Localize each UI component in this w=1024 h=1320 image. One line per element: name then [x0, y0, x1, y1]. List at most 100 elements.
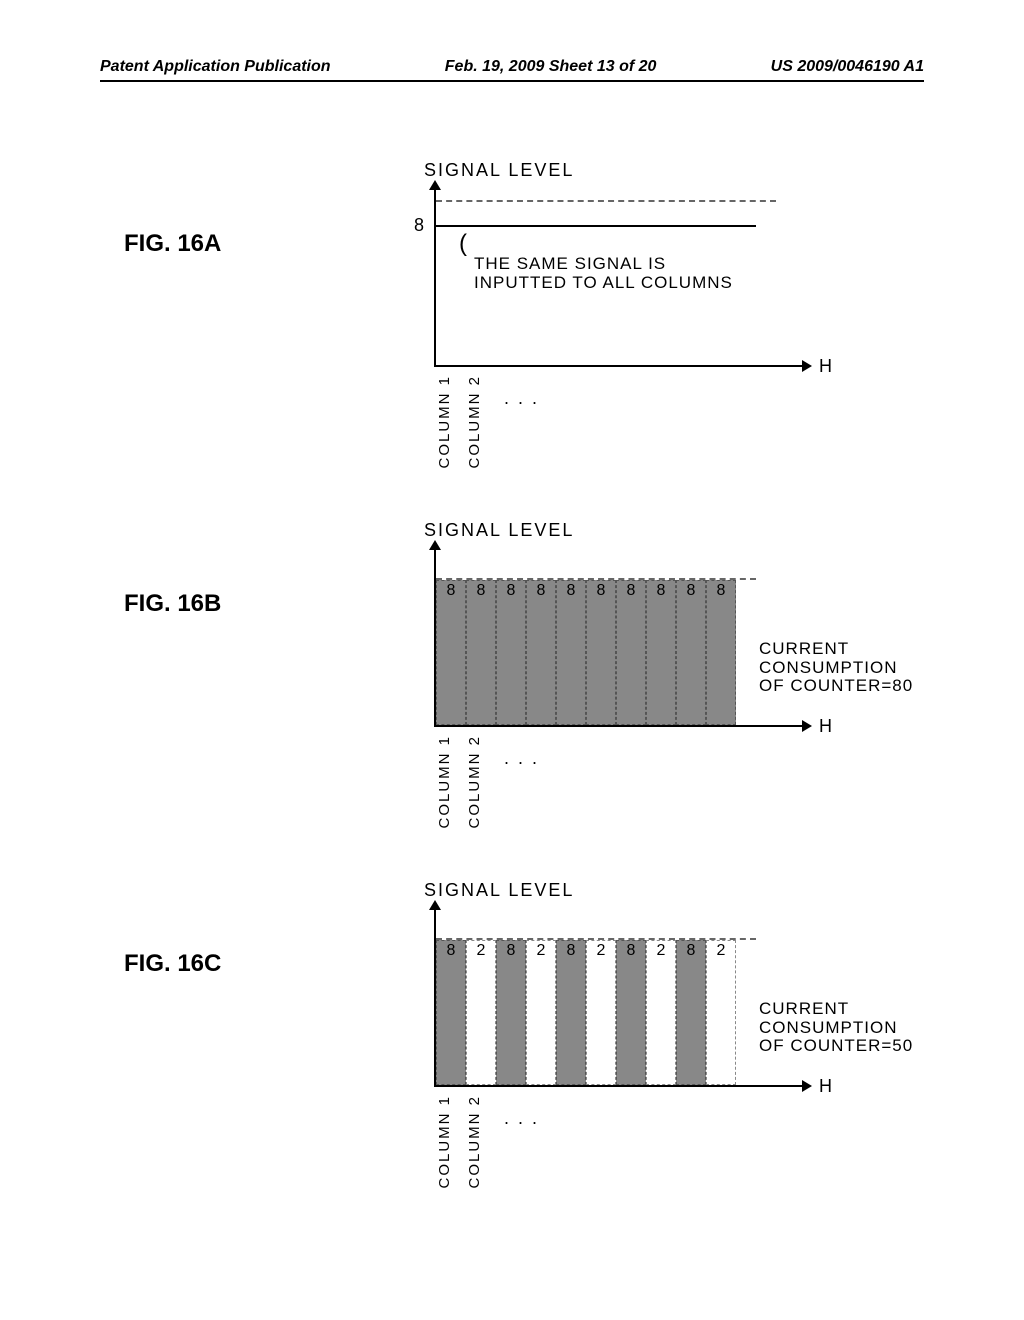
bar-column: 2: [526, 940, 556, 1085]
figure-label-a: FIG. 16A: [124, 230, 221, 258]
bar-value: 8: [496, 942, 526, 960]
bar-value: 2: [646, 942, 676, 960]
bar-column: 8: [436, 940, 466, 1085]
column-dots-a: . . .: [504, 388, 539, 409]
signal-level-label-a: SIGNAL LEVEL: [424, 160, 574, 181]
bar-fill: [526, 580, 556, 725]
bar-value: 8: [466, 582, 496, 600]
bar-value: 8: [556, 582, 586, 600]
column-2-label: COLUMN 2: [466, 375, 496, 469]
bar-low: [706, 1045, 736, 1085]
annotation-pointer: (: [459, 230, 467, 258]
bar-value: 8: [586, 582, 616, 600]
bar-column: 8: [466, 580, 496, 725]
bar-fill: [496, 580, 526, 725]
column-labels-b: COLUMN 1 COLUMN 2: [436, 735, 496, 829]
bar-column: 8: [496, 580, 526, 725]
bar-value: 8: [616, 582, 646, 600]
bar-column: 8: [556, 940, 586, 1085]
y-arrow-a: [429, 180, 441, 190]
bar-value: 8: [676, 942, 706, 960]
x-axis-c: [434, 1085, 804, 1087]
bar-column: 8: [616, 580, 646, 725]
column-dots-b: . . .: [504, 748, 539, 769]
x-axis-a: [434, 365, 804, 367]
bar-value: 2: [586, 942, 616, 960]
signal-level-label-c: SIGNAL LEVEL: [424, 880, 574, 901]
bar-fill: [646, 580, 676, 725]
column-labels-c: COLUMN 1 COLUMN 2: [436, 1095, 496, 1189]
bar-low: [466, 1045, 496, 1085]
bar-value: 8: [646, 582, 676, 600]
bar-fill: [616, 580, 646, 725]
bar-value: 8: [526, 582, 556, 600]
bar-column: 8: [586, 580, 616, 725]
y-arrow-b: [429, 540, 441, 550]
bar-fill: [676, 940, 706, 1085]
bar-column: 8: [706, 580, 736, 725]
bar-column: 2: [586, 940, 616, 1085]
x-axis-b: [434, 725, 804, 727]
bar-column: 8: [646, 580, 676, 725]
header-rule: [100, 80, 924, 82]
bar-column: 8: [616, 940, 646, 1085]
bar-column: 8: [676, 940, 706, 1085]
bar-column: 2: [646, 940, 676, 1085]
h-label-b: H: [819, 716, 832, 737]
x-arrow-c: [802, 1080, 812, 1092]
bar-value: 8: [436, 582, 466, 600]
bar-value: 8: [616, 942, 646, 960]
signal-line-a: [436, 225, 756, 227]
bar-value: 2: [706, 942, 736, 960]
signal-level-label-b: SIGNAL LEVEL: [424, 520, 574, 541]
bar-fill: [496, 940, 526, 1085]
bar-column: 8: [496, 940, 526, 1085]
side-text-c: CURRENT CONSUMPTION OF COUNTER=50: [759, 1000, 913, 1056]
bar-low: [586, 1045, 616, 1085]
column-1-label: COLUMN 1: [436, 375, 466, 469]
bar-fill: [676, 580, 706, 725]
bar-value: 8: [436, 942, 466, 960]
bar-low: [526, 1045, 556, 1085]
bar-fill: [466, 580, 496, 725]
header-center: Feb. 19, 2009 Sheet 13 of 20: [445, 58, 657, 76]
bar-fill: [706, 580, 736, 725]
bar-column: 8: [556, 580, 586, 725]
column-2-label: COLUMN 2: [466, 1095, 496, 1189]
bar-value: 8: [676, 582, 706, 600]
bars-c: 8282828282: [436, 940, 736, 1085]
y-arrow-c: [429, 900, 441, 910]
bar-fill: [616, 940, 646, 1085]
bar-column: 2: [706, 940, 736, 1085]
bar-fill: [436, 940, 466, 1085]
bar-value: 8: [496, 582, 526, 600]
x-arrow-b: [802, 720, 812, 732]
h-label-a: H: [819, 356, 832, 377]
column-1-label: COLUMN 1: [436, 735, 466, 829]
dashed-line-a: [436, 200, 776, 202]
bar-column: 8: [526, 580, 556, 725]
column-dots-c: . . .: [504, 1108, 539, 1129]
bar-value: 8: [706, 582, 736, 600]
bars-b: 8888888888: [436, 580, 736, 725]
y-tick-a: 8: [414, 215, 424, 236]
h-label-c: H: [819, 1076, 832, 1097]
annotation-text-a: THE SAME SIGNAL IS INPUTTED TO ALL COLUM…: [474, 255, 733, 292]
column-labels-a: COLUMN 1 COLUMN 2: [436, 375, 496, 469]
bar-value: 2: [526, 942, 556, 960]
figure-label-c: FIG. 16C: [124, 950, 221, 978]
bar-column: 2: [466, 940, 496, 1085]
column-1-label: COLUMN 1: [436, 1095, 466, 1189]
bar-low: [646, 1045, 676, 1085]
bar-column: 8: [676, 580, 706, 725]
bar-column: 8: [436, 580, 466, 725]
bar-fill: [586, 580, 616, 725]
figure-label-b: FIG. 16B: [124, 590, 221, 618]
bar-value: 8: [556, 942, 586, 960]
column-2-label: COLUMN 2: [466, 735, 496, 829]
page-header: Patent Application Publication Feb. 19, …: [0, 58, 1024, 76]
bar-fill: [436, 580, 466, 725]
x-arrow-a: [802, 360, 812, 372]
header-right: US 2009/0046190 A1: [771, 58, 924, 76]
bar-fill: [556, 580, 586, 725]
